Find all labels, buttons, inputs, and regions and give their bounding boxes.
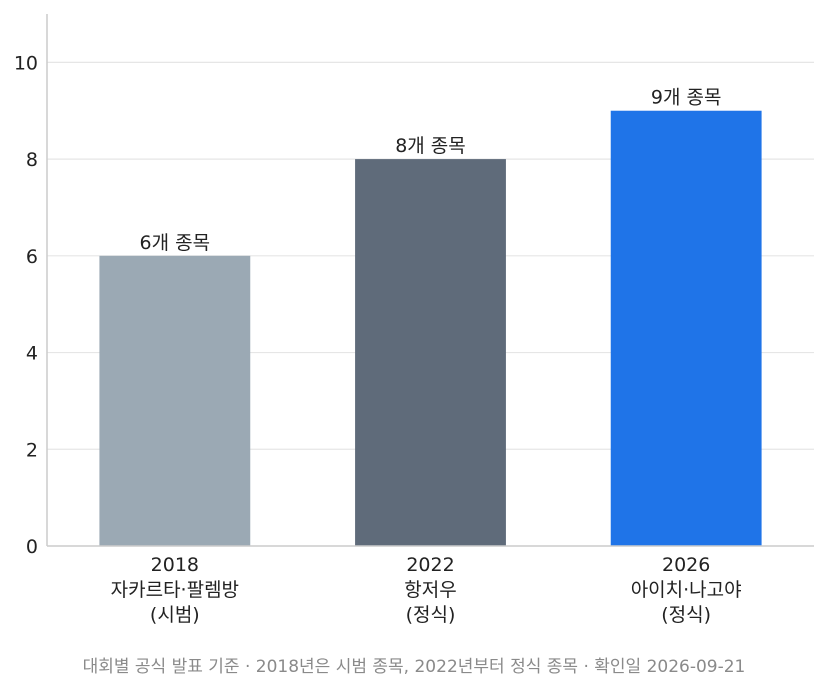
data-label: 8개 종목 bbox=[395, 135, 466, 157]
bar bbox=[610, 110, 762, 547]
x-category-label: (시범) bbox=[150, 604, 200, 626]
x-category-label: (정식) bbox=[406, 604, 456, 626]
x-category-label: 2018 bbox=[151, 554, 199, 576]
data-labels: 6개 종목 8개 종목 9개 종목 bbox=[140, 87, 722, 254]
y-axis-ticks: 0 2 4 6 8 10 bbox=[14, 52, 38, 558]
data-label: 6개 종목 bbox=[140, 232, 211, 254]
footnote: 대회별 공식 발표 기준 · 2018년은 시범 종목, 2022년부터 정식 … bbox=[82, 657, 746, 677]
y-tick-label: 2 bbox=[26, 439, 38, 461]
bar bbox=[99, 255, 251, 546]
x-category-label: 2022 bbox=[406, 554, 454, 576]
x-category-label: (정식) bbox=[661, 604, 711, 626]
x-category-label: 자카르타·팔렘방 bbox=[111, 579, 239, 601]
x-category-label: 2026 bbox=[662, 554, 710, 576]
bars bbox=[99, 110, 762, 547]
bar bbox=[355, 159, 506, 546]
x-category-label: 아이치·나고야 bbox=[631, 579, 742, 601]
data-label: 9개 종목 bbox=[651, 87, 722, 109]
y-tick-label: 6 bbox=[26, 246, 38, 268]
x-category-label: 항저우 bbox=[404, 579, 456, 601]
bar-chart: 0 2 4 6 8 10 6개 종목 8개 종목 9개 종목 2018 자카르타·팔렘방 (시범)… bbox=[14, 14, 814, 626]
y-tick-label: 10 bbox=[14, 52, 38, 74]
y-tick-label: 4 bbox=[26, 343, 38, 365]
y-tick-label: 8 bbox=[26, 149, 38, 171]
y-tick-label: 0 bbox=[26, 536, 38, 558]
x-axis-categories: 2018 자카르타·팔렘방 (시범) 2022 항저우 (정식) 2026 아이치·나고야 (정… bbox=[111, 554, 742, 626]
